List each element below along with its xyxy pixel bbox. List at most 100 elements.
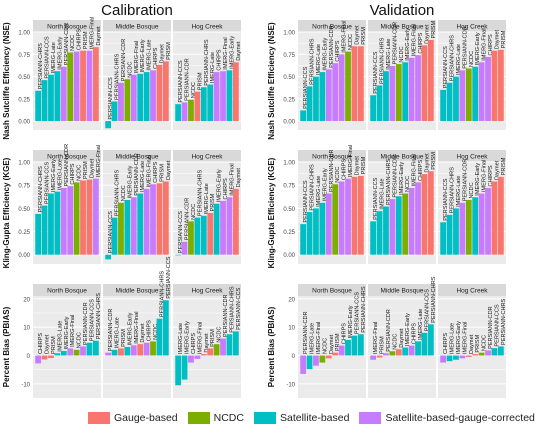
legend-swatch xyxy=(359,412,382,424)
bar-label: NCDC xyxy=(217,326,223,342)
bar-label: PERSIANN-CDR xyxy=(386,309,392,352)
legend-swatch xyxy=(187,412,210,424)
bar-imerg-early xyxy=(60,350,67,356)
bar-persiann-cdr xyxy=(181,241,188,255)
bar-imerg-late xyxy=(207,84,214,122)
bar-label: PRISM xyxy=(335,333,341,351)
bar-persiann-chrs xyxy=(306,86,313,122)
results-figure: Calibration Validation Nash Sutcliffe Eff… xyxy=(2,2,507,398)
bar-label: IMERG-Early xyxy=(399,162,405,195)
bar-label: PERSIANN-CDR xyxy=(223,294,229,337)
bar-label: IMERG-Late xyxy=(456,176,462,207)
bar-label: IMERG-Final xyxy=(229,163,235,195)
bar-label: IMERG-Late xyxy=(115,317,121,348)
bar-label: PRISM xyxy=(121,329,127,347)
bar-persiann-chrs xyxy=(306,212,313,255)
bar-persiann-chrs xyxy=(357,334,364,356)
bar-imerg-final xyxy=(408,187,415,255)
bar-label: IMERG-Final xyxy=(342,20,348,52)
bar-label: PERSIANN-CCS xyxy=(166,256,172,299)
bar-label: PERSIANN-CHRS xyxy=(361,286,367,333)
bar-imerg-late xyxy=(54,191,61,255)
chart-legend: Gauge-based NCDC Satellite-based Satellite-… xyxy=(88,407,548,429)
legend-label: Gauge-based xyxy=(114,412,178,424)
bar-daymet xyxy=(395,349,402,356)
bar-label: IMERG-Early xyxy=(127,312,133,345)
legend-swatch xyxy=(253,412,276,424)
bar-prism xyxy=(194,91,201,122)
bar-label: Daymet xyxy=(354,156,360,176)
bar-label: CHIRPS xyxy=(342,159,348,180)
bar-label: PERSIANN-CHRS xyxy=(197,170,203,217)
bar-label: IMERG-Late xyxy=(57,159,63,190)
bar-imerg-late xyxy=(143,72,150,122)
bar-label: CHIRPS xyxy=(418,159,424,180)
bar-persiann-ccs xyxy=(105,254,112,260)
bar-prism xyxy=(357,175,364,255)
bar-label: Daymet xyxy=(204,333,210,353)
bar-label: PRISM xyxy=(197,72,203,90)
bar-prism xyxy=(118,348,124,356)
bar-label: PRISM xyxy=(361,27,367,45)
bar-chirps xyxy=(150,184,156,255)
bar-persiann-ccs xyxy=(175,254,182,256)
y-axis-label: Kling-Gupta Efficiency (KGE) xyxy=(2,157,11,268)
bar-persiann-cdr xyxy=(459,70,466,122)
bar-imerg-final xyxy=(92,178,99,255)
bar-imerg-final xyxy=(226,197,233,255)
bar-persiann-ccs xyxy=(232,331,239,356)
bar-chirps xyxy=(415,182,421,255)
bar-label: IMERG-Late xyxy=(210,52,216,83)
bar-daymet xyxy=(351,176,358,255)
facet-strip xyxy=(298,284,366,296)
facet-strip-label: Middle Bosque xyxy=(116,288,159,295)
bar-persiann-chrs xyxy=(35,213,42,255)
bar-label: Daymet xyxy=(494,29,500,49)
bar-prism xyxy=(497,176,504,255)
facet-strip xyxy=(438,20,506,32)
bar-imerg-final xyxy=(478,62,485,122)
bar-daymet xyxy=(137,344,144,356)
bar-label: PERSIANN-CDR xyxy=(392,155,398,198)
bar-persiann-ccs xyxy=(491,348,498,356)
bar-label: Daymet xyxy=(89,158,95,178)
bar-label: Daymet xyxy=(354,25,360,45)
bar-persiann-ccs xyxy=(105,121,112,129)
bar-persiann-chrs xyxy=(497,346,504,356)
bar-imerg-late xyxy=(111,349,118,356)
bar-label: IMERG-Final xyxy=(373,322,379,354)
bar-imerg-late xyxy=(48,74,54,122)
bar-persiann-chrs xyxy=(383,206,389,255)
bar-persiann-cdr xyxy=(389,199,396,255)
bar-label: CHIRPS xyxy=(217,49,223,70)
y-tick-label: 0 xyxy=(292,354,296,360)
facet-strip-label: Middle Bosque xyxy=(381,154,424,161)
bar-label: IMERG-Early xyxy=(229,36,235,69)
bar-label: PERSIANN-CHRS xyxy=(310,38,316,85)
bar-label: PERSIANN-CDR xyxy=(64,23,70,66)
bar-label: PRISM xyxy=(83,161,89,179)
bar-imerg-late xyxy=(313,76,319,122)
bar-label: Daymet xyxy=(159,44,165,64)
bar-persiann-chrs xyxy=(111,101,118,122)
bar-prism xyxy=(162,61,169,122)
bar-imerg-late xyxy=(200,215,207,255)
bar-label: NCDC xyxy=(405,176,411,192)
y-axis-label: Nash Sutcliffe Efficiency (NSE) xyxy=(267,22,276,140)
facet-strip xyxy=(438,150,506,162)
bar-label: NCDC xyxy=(70,35,76,51)
bar-label: NCDC xyxy=(77,165,83,181)
bar-label: IMERG-Late xyxy=(178,323,184,354)
legend-item-satellite-based-gauge-corrected: Satellite-based-gauge-corrected xyxy=(359,412,535,424)
bar-label: PRISM xyxy=(361,156,367,174)
bar-persiann-cdr xyxy=(130,197,137,255)
bar-label: CHIRPS xyxy=(488,165,494,186)
bar-label: PERSIANN-CCS xyxy=(443,178,449,221)
bar-label: PERSIANN-CCS xyxy=(354,292,360,335)
legend-item-satellite-based: Satellite-based xyxy=(253,412,349,424)
y-axis-label: Percent Bias (PBIAS) xyxy=(2,306,11,387)
bar-label: PRISM xyxy=(51,336,57,354)
bar-label: PERSIANN-CHRS xyxy=(380,37,386,84)
bar-chirps xyxy=(73,51,80,122)
